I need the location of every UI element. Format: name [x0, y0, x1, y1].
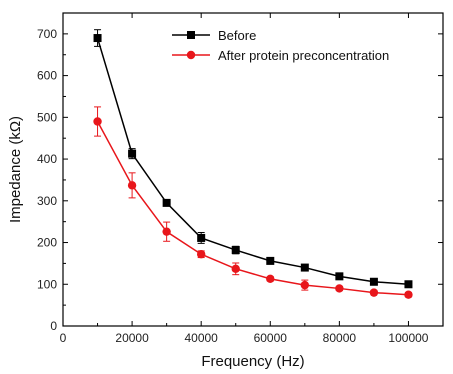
- data-point: [93, 34, 102, 43]
- data-point: [162, 227, 171, 236]
- y-tick-label: 300: [37, 194, 57, 208]
- x-tick-label: 40000: [184, 331, 218, 345]
- y-tick-label: 700: [37, 27, 57, 41]
- data-point: [196, 250, 206, 259]
- y-tick-label: 600: [37, 69, 57, 83]
- y-tick-label: 100: [37, 277, 57, 291]
- data-point: [335, 272, 344, 281]
- x-tick-label: 20000: [115, 331, 149, 345]
- legend-square-marker: [187, 31, 195, 39]
- series-before: [93, 29, 413, 289]
- series-after: [93, 106, 413, 299]
- data-point: [197, 233, 206, 242]
- legend-circle-marker: [186, 50, 196, 60]
- data-point: [369, 288, 379, 297]
- legend-marker-after: [186, 50, 196, 60]
- data-point: [128, 149, 137, 158]
- data-point: [369, 277, 378, 286]
- data-point: [335, 284, 344, 293]
- data-point: [300, 263, 309, 272]
- plot-frame: [62, 12, 444, 327]
- data-point: [231, 246, 240, 255]
- y-tick-label: 0: [50, 319, 57, 333]
- tick-labels: 0 20000 40000 60000 80000 100000 0 100 200 300 400…: [37, 27, 429, 345]
- y-tick-label: 500: [37, 110, 57, 124]
- data-point: [300, 280, 310, 290]
- plot-border: [62, 12, 444, 327]
- data-point: [266, 256, 275, 265]
- y-tick-label: 200: [37, 236, 57, 250]
- legend-label-after: After protein preconcentration: [218, 48, 389, 63]
- data-point: [93, 117, 102, 126]
- data-point: [162, 198, 171, 207]
- data-point: [404, 280, 413, 289]
- series-line: [96, 37, 409, 286]
- data-point: [266, 274, 275, 284]
- x-tick-label: 60000: [254, 331, 288, 345]
- legend-marker-before: [187, 31, 195, 39]
- y-tick-label: 400: [37, 152, 57, 166]
- data-point: [404, 290, 413, 299]
- series-layer: [93, 29, 413, 299]
- x-axis-title: Frequency (Hz): [201, 353, 304, 370]
- x-tick-label: 100000: [388, 331, 428, 345]
- legend: Before After protein preconcentration: [172, 28, 389, 63]
- series-line: [96, 121, 409, 296]
- data-point: [231, 264, 240, 274]
- x-tick-label: 0: [60, 331, 67, 345]
- data-point: [127, 181, 137, 190]
- legend-label-before: Before: [218, 28, 256, 43]
- axis-ticks: [62, 12, 444, 327]
- x-tick-label: 80000: [323, 331, 357, 345]
- y-axis-title: Impedance (kΩ): [7, 116, 24, 223]
